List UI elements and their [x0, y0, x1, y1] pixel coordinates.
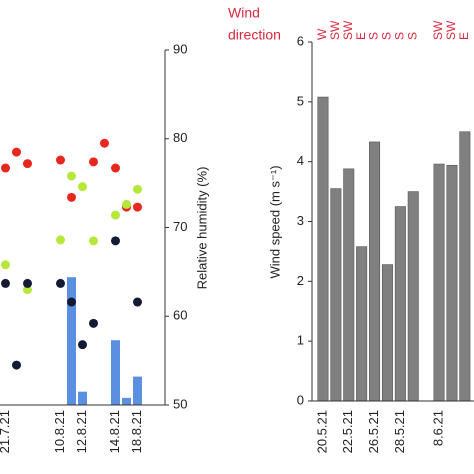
dot	[100, 138, 109, 148]
bar	[369, 141, 381, 402]
x-tick-label: 14.8.21	[107, 410, 122, 453]
dot	[23, 285, 32, 295]
y-tick-label: 90	[173, 41, 187, 56]
dot	[111, 236, 120, 246]
dot	[1, 278, 10, 288]
direction-label: E	[354, 32, 368, 40]
x-tick-label: 20.5.21	[314, 410, 329, 453]
direction-label: W	[315, 28, 329, 40]
direction-label: S	[367, 32, 381, 40]
bar	[433, 163, 445, 402]
bar	[330, 188, 342, 402]
dot	[23, 278, 32, 288]
bar	[394, 206, 406, 402]
x-tick-label: 21.7.21	[0, 410, 12, 453]
bar	[317, 96, 329, 402]
direction-label: SW	[431, 20, 445, 40]
dot	[12, 147, 21, 157]
x-tick-label: 12.8.21	[74, 410, 89, 453]
dot	[89, 157, 98, 167]
bar	[133, 376, 142, 405]
bar	[407, 191, 419, 402]
chart-title: direction	[228, 27, 281, 43]
y-tick-label: 5	[297, 93, 304, 108]
y-tick-label: 6	[297, 33, 304, 48]
y-tick-label: 50	[173, 396, 187, 411]
dot	[12, 360, 21, 370]
dot	[56, 278, 65, 288]
dot	[67, 297, 76, 307]
dot	[133, 184, 142, 194]
bar	[356, 246, 368, 402]
dot	[56, 235, 65, 245]
bar	[122, 397, 131, 405]
x-tick-label: 22.5.21	[340, 410, 355, 453]
direction-label: E	[457, 32, 471, 40]
y-tick-label: 1	[297, 333, 304, 348]
dot	[1, 163, 10, 173]
bar	[78, 391, 87, 405]
direction-label: S	[393, 32, 407, 40]
dot	[111, 163, 120, 173]
dot	[133, 297, 142, 307]
dot	[78, 182, 87, 192]
y-tick-label: 80	[173, 130, 187, 145]
dot	[67, 171, 76, 181]
bar	[381, 264, 393, 402]
bar	[67, 277, 76, 405]
chart-title: Wind	[228, 5, 260, 21]
y-tick-label: 0	[297, 392, 304, 407]
y-tick-label: 4	[297, 153, 304, 168]
y-tick-label: 2	[297, 273, 304, 288]
dot	[78, 340, 87, 350]
direction-label: SW	[328, 20, 342, 40]
x-tick-label: 26.5.21	[366, 410, 381, 453]
x-tick-label: 18.8.21	[129, 410, 144, 453]
bar	[459, 131, 471, 402]
bar	[343, 168, 355, 402]
y-tick-label: 70	[173, 219, 187, 234]
dot	[89, 318, 98, 328]
dot	[56, 155, 65, 165]
bar	[111, 340, 120, 405]
dot	[111, 210, 120, 220]
y-axis-label: Wind speed (m s⁻¹)	[267, 165, 282, 278]
dot	[23, 159, 32, 169]
direction-label: SW	[341, 20, 355, 40]
dot	[1, 260, 10, 270]
y-tick-label: 60	[173, 308, 187, 323]
dot	[122, 199, 131, 209]
dot	[89, 236, 98, 246]
dot	[67, 192, 76, 202]
y-axis-label: Relative humidity (%)	[194, 167, 209, 290]
y-tick-label: 3	[297, 213, 304, 228]
x-tick-label: 8.6.21	[430, 410, 445, 446]
direction-label: S	[380, 32, 394, 40]
direction-label: SW	[444, 20, 458, 40]
dot	[133, 202, 142, 212]
bar	[446, 164, 458, 402]
direction-label: S	[405, 32, 419, 40]
x-tick-label: 10.8.21	[52, 410, 67, 453]
x-tick-label: 28.5.21	[392, 410, 407, 453]
